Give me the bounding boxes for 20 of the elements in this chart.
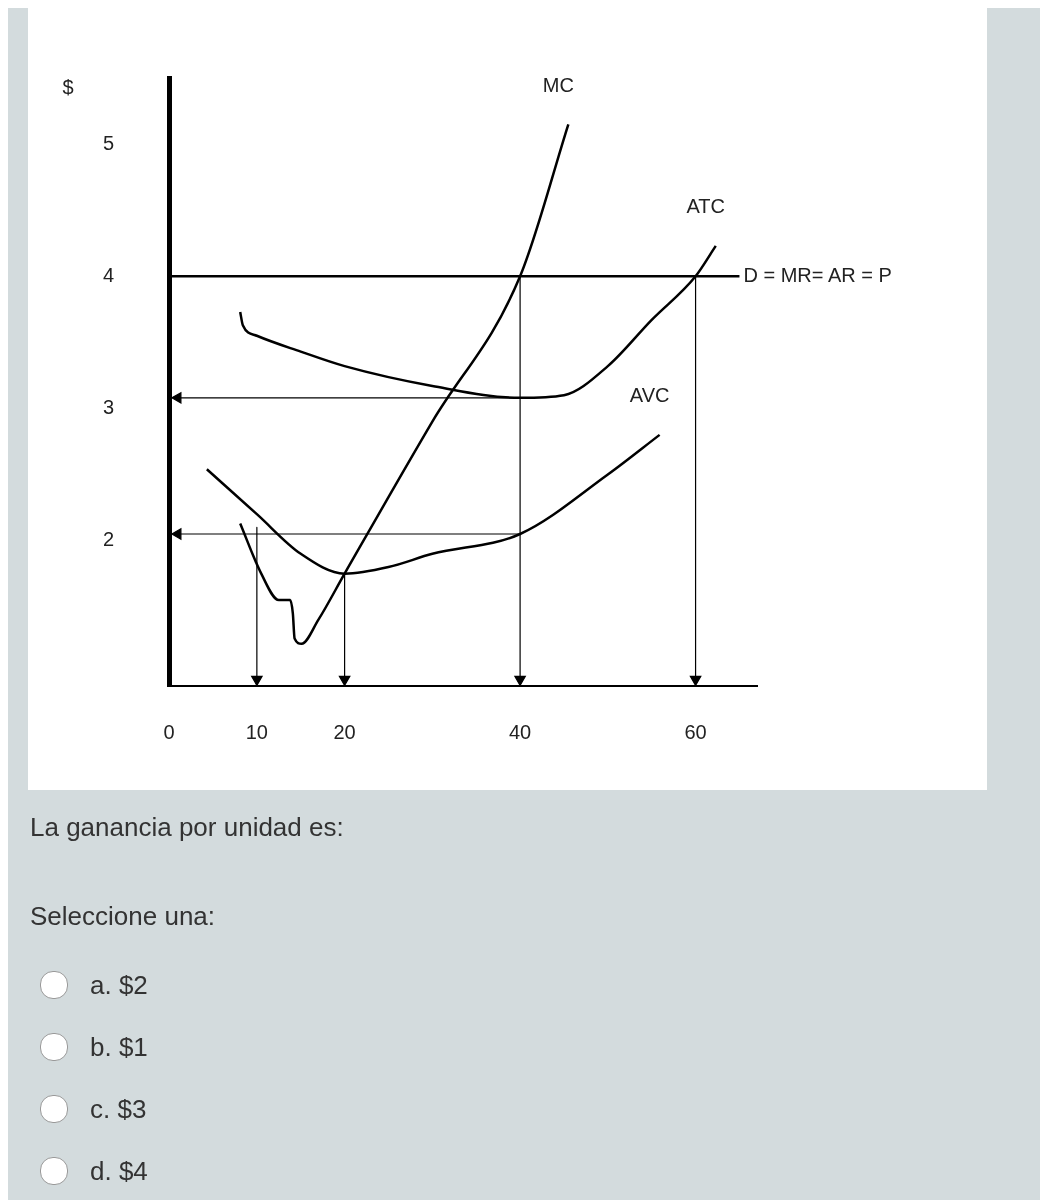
y-tick-label: 5 (103, 131, 115, 154)
text: c. $3 (90, 1093, 147, 1125)
text: d. $4 (90, 1155, 148, 1187)
series-label: ATC (686, 195, 726, 218)
series-label: MC (542, 73, 574, 96)
x-tick-label: 10 (245, 720, 268, 743)
series-label: AVC (629, 384, 670, 407)
text: Seleccione una: (30, 901, 217, 932)
y-tick-label: 4 (103, 263, 115, 286)
x-tick-label: 0 (163, 720, 175, 743)
y-tick-label: 2 (103, 528, 115, 551)
y-axis-title: $ (62, 75, 74, 98)
text: b. $1 (90, 1031, 148, 1063)
x-tick-label: 60 (684, 720, 707, 743)
text: a. $2 (90, 969, 148, 1001)
text: La ganancia por unidad es: (30, 812, 345, 843)
x-tick-label: 20 (333, 720, 356, 743)
x-tick-label: 40 (508, 720, 532, 743)
y-tick-label: 3 (103, 395, 115, 418)
series-label: D = MR= AR = P (743, 263, 892, 286)
